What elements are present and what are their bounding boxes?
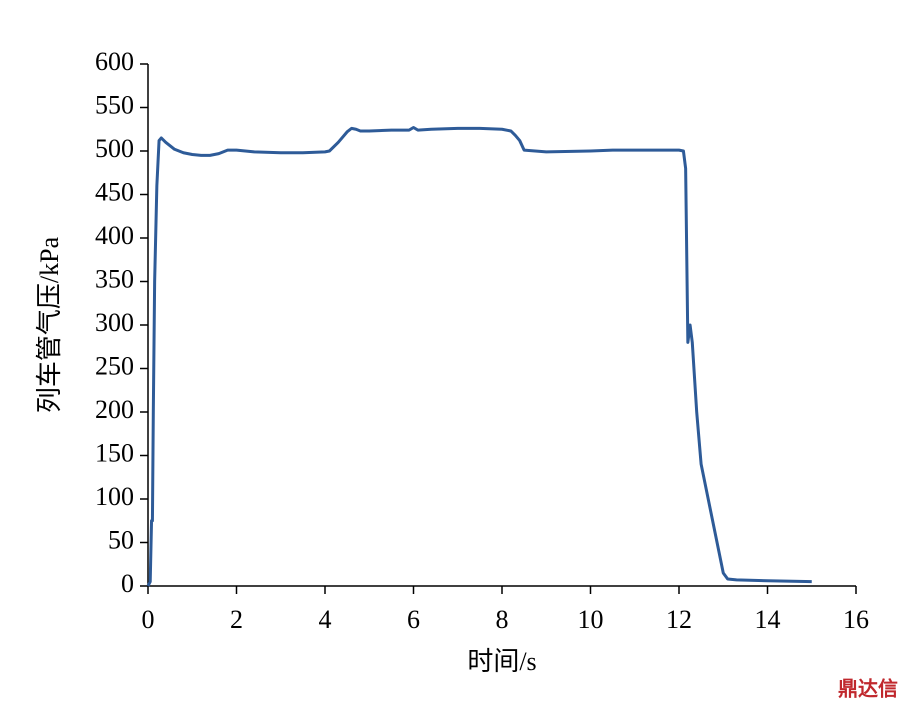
watermark: 鼎达信 bbox=[838, 677, 898, 701]
y-tick-label: 550 bbox=[95, 90, 134, 119]
x-tick-label: 16 bbox=[843, 605, 869, 634]
y-tick-label: 50 bbox=[108, 525, 134, 554]
y-tick-label: 350 bbox=[95, 264, 134, 293]
x-tick-label: 4 bbox=[319, 605, 332, 634]
y-tick-label: 600 bbox=[95, 47, 134, 76]
x-axis-label: 时间/s bbox=[467, 647, 536, 676]
y-tick-label: 150 bbox=[95, 438, 134, 467]
y-tick-label: 0 bbox=[121, 569, 134, 598]
y-tick-label: 100 bbox=[95, 482, 134, 511]
data-line bbox=[146, 126, 812, 587]
y-tick-label: 200 bbox=[95, 395, 134, 424]
x-tick-label: 10 bbox=[578, 605, 604, 634]
x-tick-label: 12 bbox=[666, 605, 692, 634]
y-tick-label: 300 bbox=[95, 308, 134, 337]
y-axis-label: 列车管气压/kPa bbox=[35, 236, 64, 413]
y-tick-label: 450 bbox=[95, 177, 134, 206]
x-tick-label: 2 bbox=[230, 605, 243, 634]
x-tick-label: 14 bbox=[755, 605, 781, 634]
x-tick-label: 8 bbox=[496, 605, 509, 634]
y-tick-label: 400 bbox=[95, 221, 134, 250]
x-tick-label: 0 bbox=[142, 605, 155, 634]
y-tick-label: 500 bbox=[95, 134, 134, 163]
x-tick-label: 6 bbox=[407, 605, 420, 634]
y-tick-label: 250 bbox=[95, 351, 134, 380]
